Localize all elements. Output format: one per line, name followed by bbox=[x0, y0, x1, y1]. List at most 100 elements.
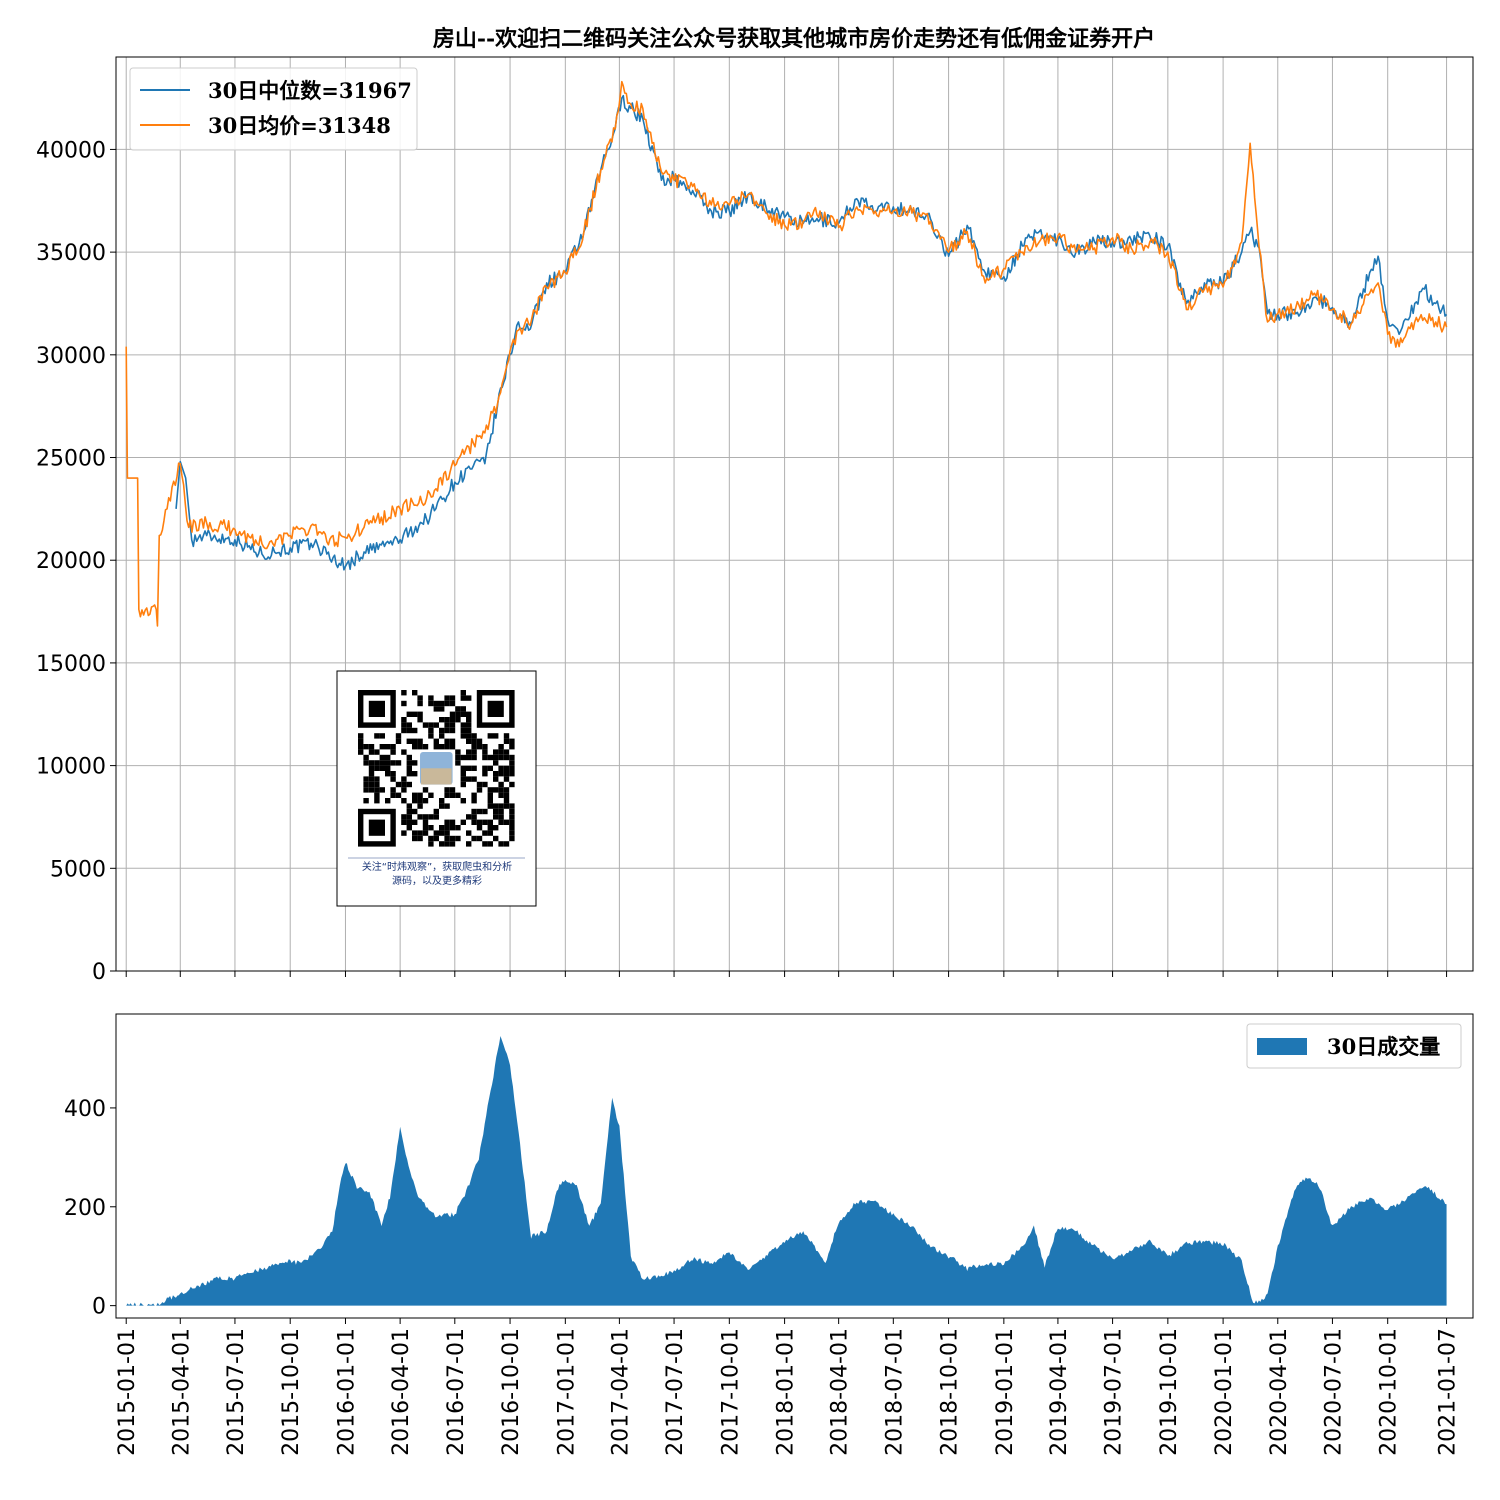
qr-module bbox=[422, 798, 429, 804]
qr-module bbox=[509, 814, 515, 820]
qr-module bbox=[449, 787, 456, 793]
x-tick-label: 2019-07-01 bbox=[1102, 1328, 1127, 1456]
qr-module bbox=[428, 814, 434, 820]
qr-module bbox=[493, 825, 499, 831]
qr-module bbox=[444, 830, 450, 836]
qr-module bbox=[422, 722, 429, 728]
qr-module bbox=[401, 722, 407, 728]
qr-module bbox=[460, 776, 466, 782]
qr-module bbox=[390, 771, 396, 777]
qr-module bbox=[449, 792, 456, 798]
qr-module bbox=[503, 841, 510, 847]
qr-module bbox=[379, 760, 385, 766]
qr-module bbox=[503, 776, 510, 782]
qr-module bbox=[385, 760, 391, 766]
qr-module bbox=[363, 754, 369, 761]
qr-module bbox=[374, 765, 380, 771]
x-tick-label: 2019-01-01 bbox=[993, 1328, 1018, 1456]
qr-module bbox=[455, 711, 461, 717]
qr-module bbox=[406, 825, 412, 831]
qr-code-image bbox=[358, 690, 515, 847]
qr-module bbox=[433, 835, 439, 842]
qr-module bbox=[493, 771, 499, 777]
qr-module bbox=[471, 749, 477, 755]
qr-module bbox=[406, 754, 412, 761]
x-tick-label: 2018-10-01 bbox=[938, 1328, 963, 1456]
qr-module bbox=[401, 814, 407, 820]
qr-module bbox=[444, 744, 450, 750]
x-tick-label: 2018-07-01 bbox=[882, 1328, 907, 1456]
qr-module bbox=[487, 754, 493, 761]
qr-module bbox=[406, 781, 412, 788]
qr-module bbox=[449, 711, 456, 717]
qr-module bbox=[368, 781, 375, 788]
y-tick-label: 10000 bbox=[36, 755, 106, 780]
qr-module bbox=[503, 749, 510, 755]
qr-module bbox=[412, 744, 418, 750]
qr-module bbox=[390, 792, 396, 798]
qr-module bbox=[444, 803, 450, 809]
qr-module bbox=[422, 825, 429, 831]
qr-module bbox=[390, 749, 396, 755]
qr-module bbox=[503, 733, 510, 739]
qr-module bbox=[466, 711, 472, 717]
qr-module bbox=[395, 792, 402, 798]
qr-module bbox=[428, 695, 434, 701]
qr-module bbox=[471, 835, 477, 842]
qr-module bbox=[460, 765, 466, 771]
qr-module bbox=[460, 711, 466, 717]
qr-module bbox=[449, 727, 456, 734]
qr-module bbox=[509, 830, 515, 836]
qr-module bbox=[368, 776, 375, 782]
qr-module bbox=[487, 830, 493, 836]
qr-module bbox=[406, 727, 412, 734]
qr-module bbox=[482, 841, 488, 847]
x-tick-label: 2019-10-01 bbox=[1157, 1328, 1182, 1456]
qr-module bbox=[460, 727, 466, 734]
qr-finder-core bbox=[368, 819, 385, 836]
qr-module bbox=[385, 771, 391, 777]
qr-module bbox=[498, 803, 504, 809]
qr-module bbox=[433, 814, 439, 820]
qr-module bbox=[460, 695, 466, 701]
qr-module bbox=[385, 744, 391, 750]
x-tick-label: 2021-01-07 bbox=[1436, 1328, 1461, 1456]
qr-module bbox=[385, 765, 391, 771]
x-tick-label: 2015-10-01 bbox=[279, 1328, 304, 1456]
qr-module bbox=[460, 798, 466, 804]
bottom-plot-series bbox=[126, 1036, 1447, 1306]
qr-module bbox=[509, 825, 515, 831]
qr-module bbox=[439, 841, 445, 847]
qr-module bbox=[466, 717, 472, 723]
qr-module bbox=[401, 798, 407, 804]
qr-module bbox=[401, 781, 407, 788]
y-tick-label: 40000 bbox=[36, 138, 106, 163]
qr-module bbox=[503, 765, 510, 771]
top-legend: 30日中位数=31967 30日均价=31348 bbox=[129, 67, 418, 151]
qr-module bbox=[439, 733, 445, 739]
qr-module bbox=[412, 760, 418, 766]
qr-module bbox=[498, 744, 504, 750]
qr-module bbox=[493, 749, 499, 755]
y-tick-label: 25000 bbox=[36, 447, 106, 472]
qr-module bbox=[460, 690, 466, 696]
qr-module bbox=[471, 819, 477, 825]
qr-module bbox=[466, 765, 472, 771]
qr-module bbox=[444, 787, 450, 793]
qr-module bbox=[422, 787, 429, 793]
qr-module bbox=[498, 814, 504, 820]
qr-module bbox=[379, 754, 385, 761]
qr-module bbox=[498, 841, 504, 847]
qr-module bbox=[471, 808, 477, 815]
qr-module bbox=[476, 787, 483, 793]
qr-module bbox=[449, 825, 456, 831]
qr-module bbox=[455, 706, 461, 712]
qr-finder-core bbox=[487, 700, 504, 717]
qr-module bbox=[374, 787, 380, 793]
qr-module bbox=[412, 819, 418, 825]
qr-module bbox=[460, 733, 466, 739]
qr-module bbox=[412, 808, 418, 815]
qr-module bbox=[444, 738, 450, 744]
legend-label-median: 30日中位数=31967 bbox=[208, 78, 412, 103]
